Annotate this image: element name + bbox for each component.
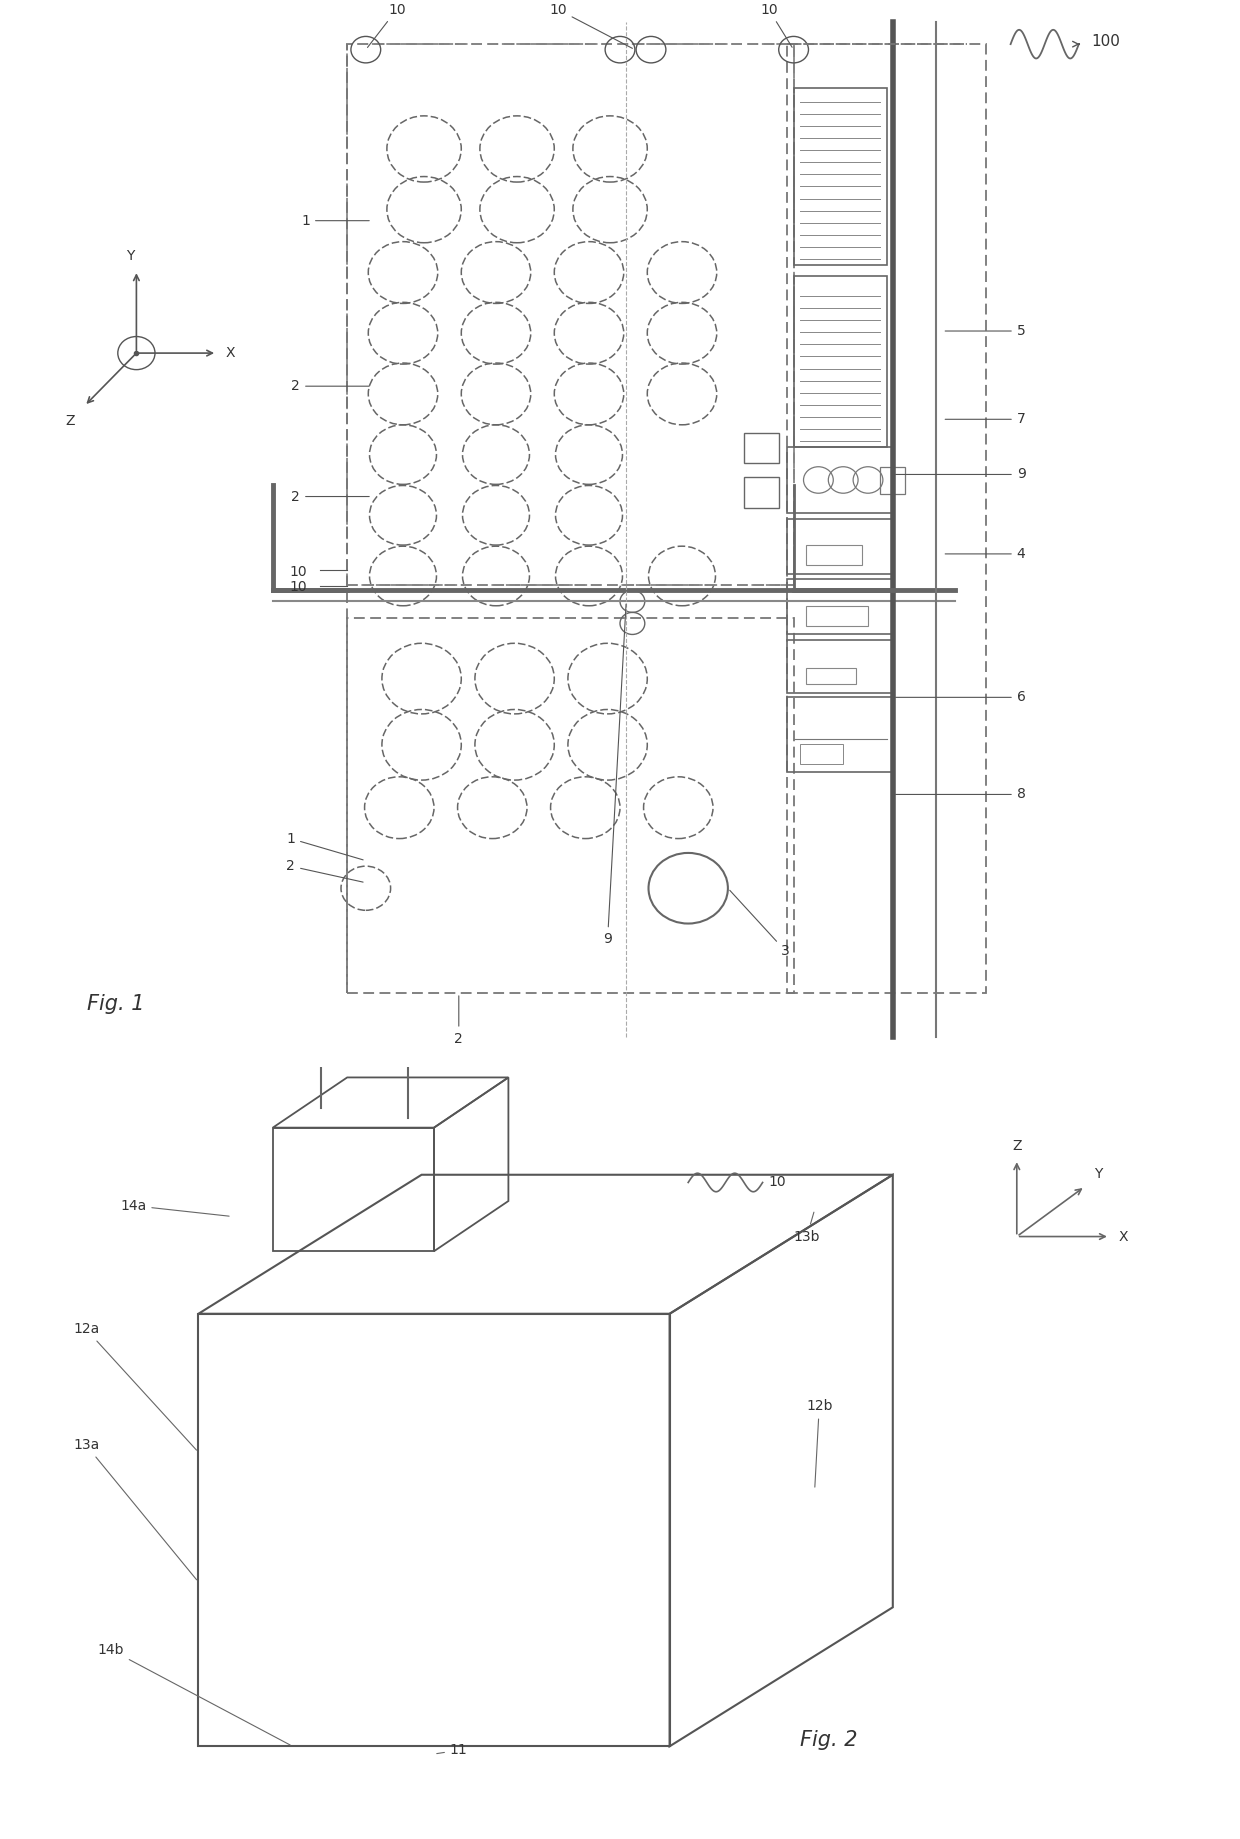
Bar [744, 476, 779, 508]
Text: Y: Y [126, 248, 134, 263]
Bar [787, 519, 893, 574]
Bar [787, 44, 986, 993]
Bar [787, 579, 893, 634]
Text: 12a: 12a [73, 1322, 196, 1451]
Text: 9: 9 [895, 467, 1025, 482]
Text: 10: 10 [290, 579, 308, 594]
Text: X: X [1118, 1230, 1128, 1243]
Text: Z: Z [1012, 1138, 1022, 1153]
Text: 13a: 13a [73, 1438, 197, 1580]
Bar [806, 605, 868, 625]
Text: 2: 2 [291, 379, 370, 394]
Text: 3: 3 [730, 890, 790, 958]
Text: Fig. 1: Fig. 1 [87, 993, 144, 1013]
Text: 1: 1 [286, 831, 363, 861]
Bar [880, 467, 905, 495]
Text: 10: 10 [549, 2, 632, 48]
Bar [806, 668, 856, 684]
Text: 10: 10 [290, 565, 308, 579]
Text: 2: 2 [291, 489, 370, 504]
Bar [347, 618, 794, 993]
Text: 2: 2 [454, 997, 464, 1046]
Text: 9: 9 [603, 605, 626, 947]
Text: Z: Z [64, 414, 74, 428]
Bar [800, 743, 843, 763]
Text: 11: 11 [436, 1743, 467, 1758]
Text: X: X [226, 346, 236, 360]
Text: 13b: 13b [794, 1212, 820, 1243]
Bar [787, 447, 893, 513]
Text: 5: 5 [945, 324, 1025, 338]
Text: 1: 1 [301, 213, 370, 228]
Bar [787, 697, 893, 772]
Text: 10: 10 [769, 1175, 786, 1190]
Text: 12b: 12b [806, 1399, 832, 1488]
Text: Y: Y [1094, 1168, 1102, 1181]
Text: 100: 100 [1091, 35, 1120, 50]
Text: 7: 7 [945, 412, 1025, 427]
Text: 14a: 14a [120, 1199, 229, 1216]
Text: 10: 10 [760, 2, 792, 48]
Text: 6: 6 [895, 690, 1025, 704]
Text: 14b: 14b [98, 1642, 290, 1745]
Text: 8: 8 [895, 787, 1025, 802]
Bar [347, 44, 794, 585]
Text: 10: 10 [367, 2, 405, 48]
Bar [806, 544, 862, 565]
Text: 2: 2 [286, 859, 363, 883]
Text: Fig. 2: Fig. 2 [800, 1730, 857, 1751]
Bar [347, 44, 794, 585]
Bar [787, 640, 893, 693]
Bar [794, 88, 887, 265]
Bar [794, 276, 887, 447]
Bar [744, 432, 779, 463]
Text: 4: 4 [945, 546, 1025, 561]
